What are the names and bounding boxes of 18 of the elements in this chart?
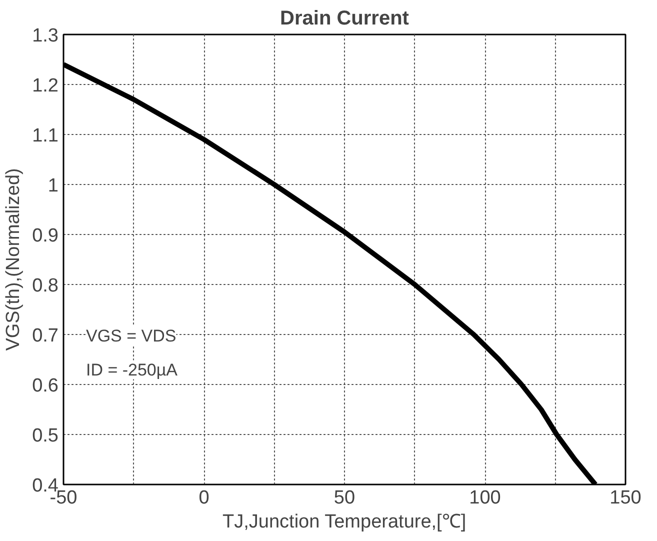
- y-tick-label: 1.3: [32, 26, 59, 46]
- x-tick-label: 150: [610, 488, 642, 508]
- y-tick-label: 0.7: [32, 326, 59, 346]
- y-axis-title: VGS(th),(Normalized): [3, 168, 24, 351]
- y-tick-label: 0.5: [32, 426, 59, 446]
- chart-title: Drain Current: [280, 8, 410, 30]
- y-tick-label: 0.9: [32, 226, 59, 246]
- x-axis-title: TJ,Junction Temperature,[℃]: [222, 512, 466, 532]
- y-tick-label: 1.1: [32, 126, 59, 146]
- y-tick-label: 1: [48, 176, 59, 196]
- x-tick-label: 100: [469, 488, 501, 508]
- y-tick-label: 0.8: [32, 276, 59, 296]
- y-tick-label: 1.2: [32, 76, 59, 96]
- x-tick-label: 50: [334, 488, 356, 508]
- x-tick-label: 0: [198, 488, 210, 508]
- annotation: ID = -250µA: [86, 360, 178, 380]
- annotation: VGS = VDS: [86, 326, 176, 346]
- y-tick-label: 0.6: [32, 376, 59, 396]
